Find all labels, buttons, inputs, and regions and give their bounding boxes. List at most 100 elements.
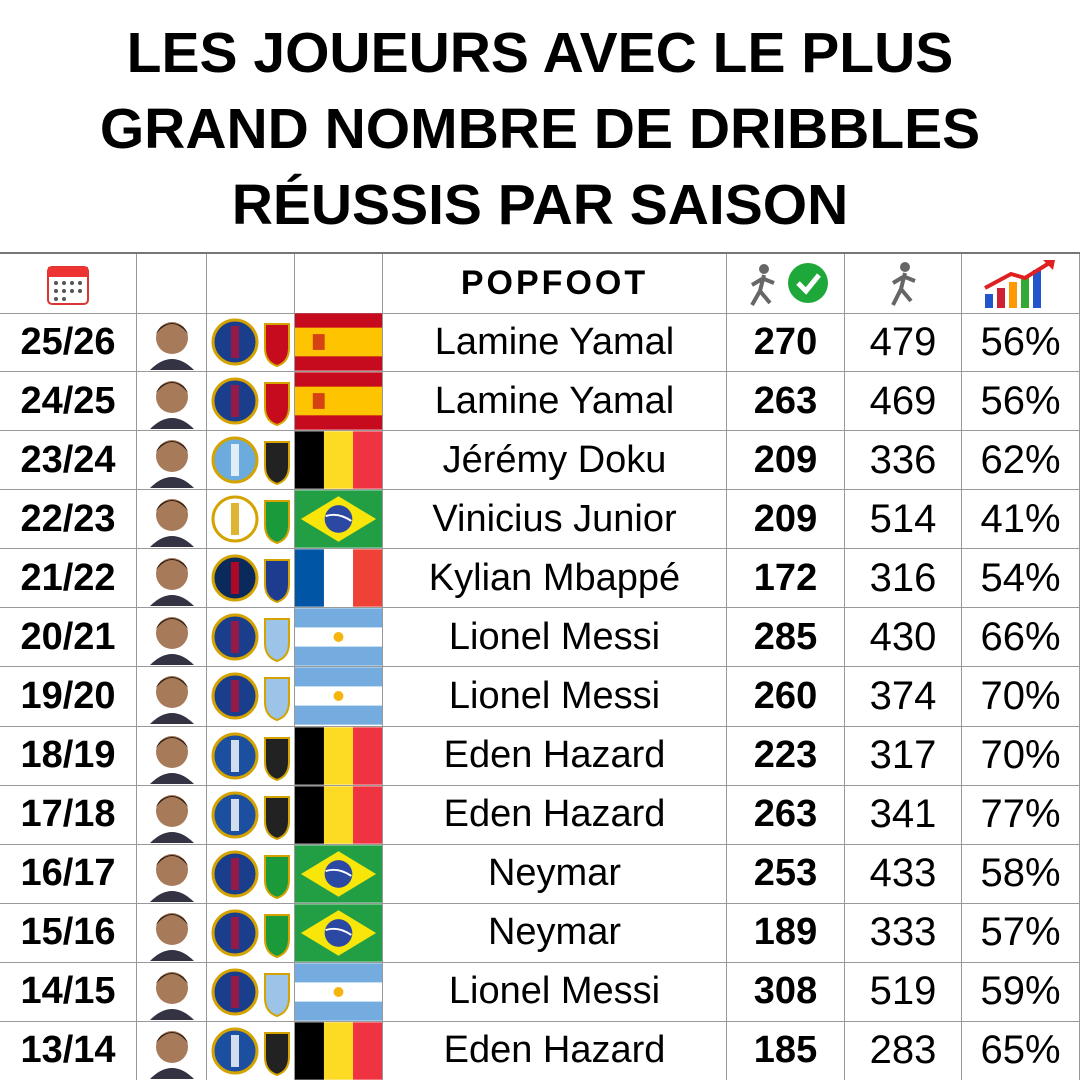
player-name: Eden Hazard [383,726,727,786]
player-name: Kylian Mbappé [383,549,727,609]
header-cell [137,254,207,314]
season: 13/14 [0,1021,137,1080]
successful-dribbles: 263 [727,372,845,432]
success-rate: 77% [962,785,1080,845]
flag [295,313,383,373]
player-photo [137,785,207,845]
player-name: Neymar [383,903,727,963]
attempted-dribbles: 430 [845,608,962,668]
success-rate: 66% [962,608,1080,668]
player-photo [137,726,207,786]
flag [295,962,383,1022]
success-rate: 56% [962,372,1080,432]
success-rate: 59% [962,962,1080,1022]
successful-dribbles: 189 [727,903,845,963]
success-rate: 70% [962,726,1080,786]
table: POPFOOT 25/26 Lamine Yamal 270 479 56% 24/25 L… [0,252,1080,1080]
successful-dribbles: 270 [727,313,845,373]
attempted-dribbles: 333 [845,903,962,963]
player-name: Lionel Messi [383,962,727,1022]
successful-dribbles: 263 [727,785,845,845]
player-name: Eden Hazard [383,785,727,845]
flag [295,667,383,727]
club-crests [207,726,295,786]
attempted-dribbles: 519 [845,962,962,1022]
successful-dribbles: 209 [727,431,845,491]
success-rate: 62% [962,431,1080,491]
attempted-dribbles: 341 [845,785,962,845]
player-name: Eden Hazard [383,1021,727,1080]
success-rate: 65% [962,1021,1080,1080]
club-crests [207,903,295,963]
success-rate: 54% [962,549,1080,609]
header-cell [295,254,383,314]
success-rate: 57% [962,903,1080,963]
player-photo [137,490,207,550]
attempted-dribbles: 336 [845,431,962,491]
season: 16/17 [0,844,137,904]
club-crests [207,313,295,373]
player-name: Jérémy Doku [383,431,727,491]
successful-dribbles: 253 [727,844,845,904]
season: 25/26 [0,313,137,373]
flag [295,903,383,963]
season: 17/18 [0,785,137,845]
flag [295,608,383,668]
success-rate: 58% [962,844,1080,904]
player-photo [137,313,207,373]
flag [295,549,383,609]
successful-dribbles: 223 [727,726,845,786]
player-name: Lamine Yamal [383,313,727,373]
flag [295,726,383,786]
attempt-icon [845,254,962,314]
logo: POPFOOT [383,254,727,314]
successful-dribbles: 172 [727,549,845,609]
club-crests [207,431,295,491]
title: LES JOUEURS AVEC LE PLUS GRAND NOMBRE DE… [99,21,981,237]
season: 23/24 [0,431,137,491]
club-crests [207,608,295,668]
player-photo [137,372,207,432]
season: 18/19 [0,726,137,786]
club-crests [207,1021,295,1080]
attempted-dribbles: 316 [845,549,962,609]
season: 21/22 [0,549,137,609]
club-crests [207,962,295,1022]
flag [295,490,383,550]
player-photo [137,844,207,904]
season: 20/21 [0,608,137,668]
attempted-dribbles: 317 [845,726,962,786]
success-rate: 56% [962,313,1080,373]
successful-dribbles: 185 [727,1021,845,1080]
club-crests [207,490,295,550]
club-crests [207,844,295,904]
player-name: Neymar [383,844,727,904]
season: 22/23 [0,490,137,550]
player-photo [137,608,207,668]
season: 24/25 [0,372,137,432]
club-crests [207,549,295,609]
player-photo [137,1021,207,1080]
player-name: Lionel Messi [383,608,727,668]
successful-dribbles: 209 [727,490,845,550]
calendar-icon [0,254,137,314]
season: 15/16 [0,903,137,963]
successful-dribbles: 285 [727,608,845,668]
player-photo [137,667,207,727]
success-rate: 41% [962,490,1080,550]
header-cell [207,254,295,314]
flag [295,844,383,904]
club-crests [207,667,295,727]
player-name: Lamine Yamal [383,372,727,432]
player-photo [137,431,207,491]
player-photo [137,549,207,609]
attempted-dribbles: 469 [845,372,962,432]
flag [295,1021,383,1080]
flag [295,431,383,491]
chart-icon [962,254,1080,314]
player-photo [137,962,207,1022]
flag [295,785,383,845]
success-icon [727,254,845,314]
attempted-dribbles: 374 [845,667,962,727]
